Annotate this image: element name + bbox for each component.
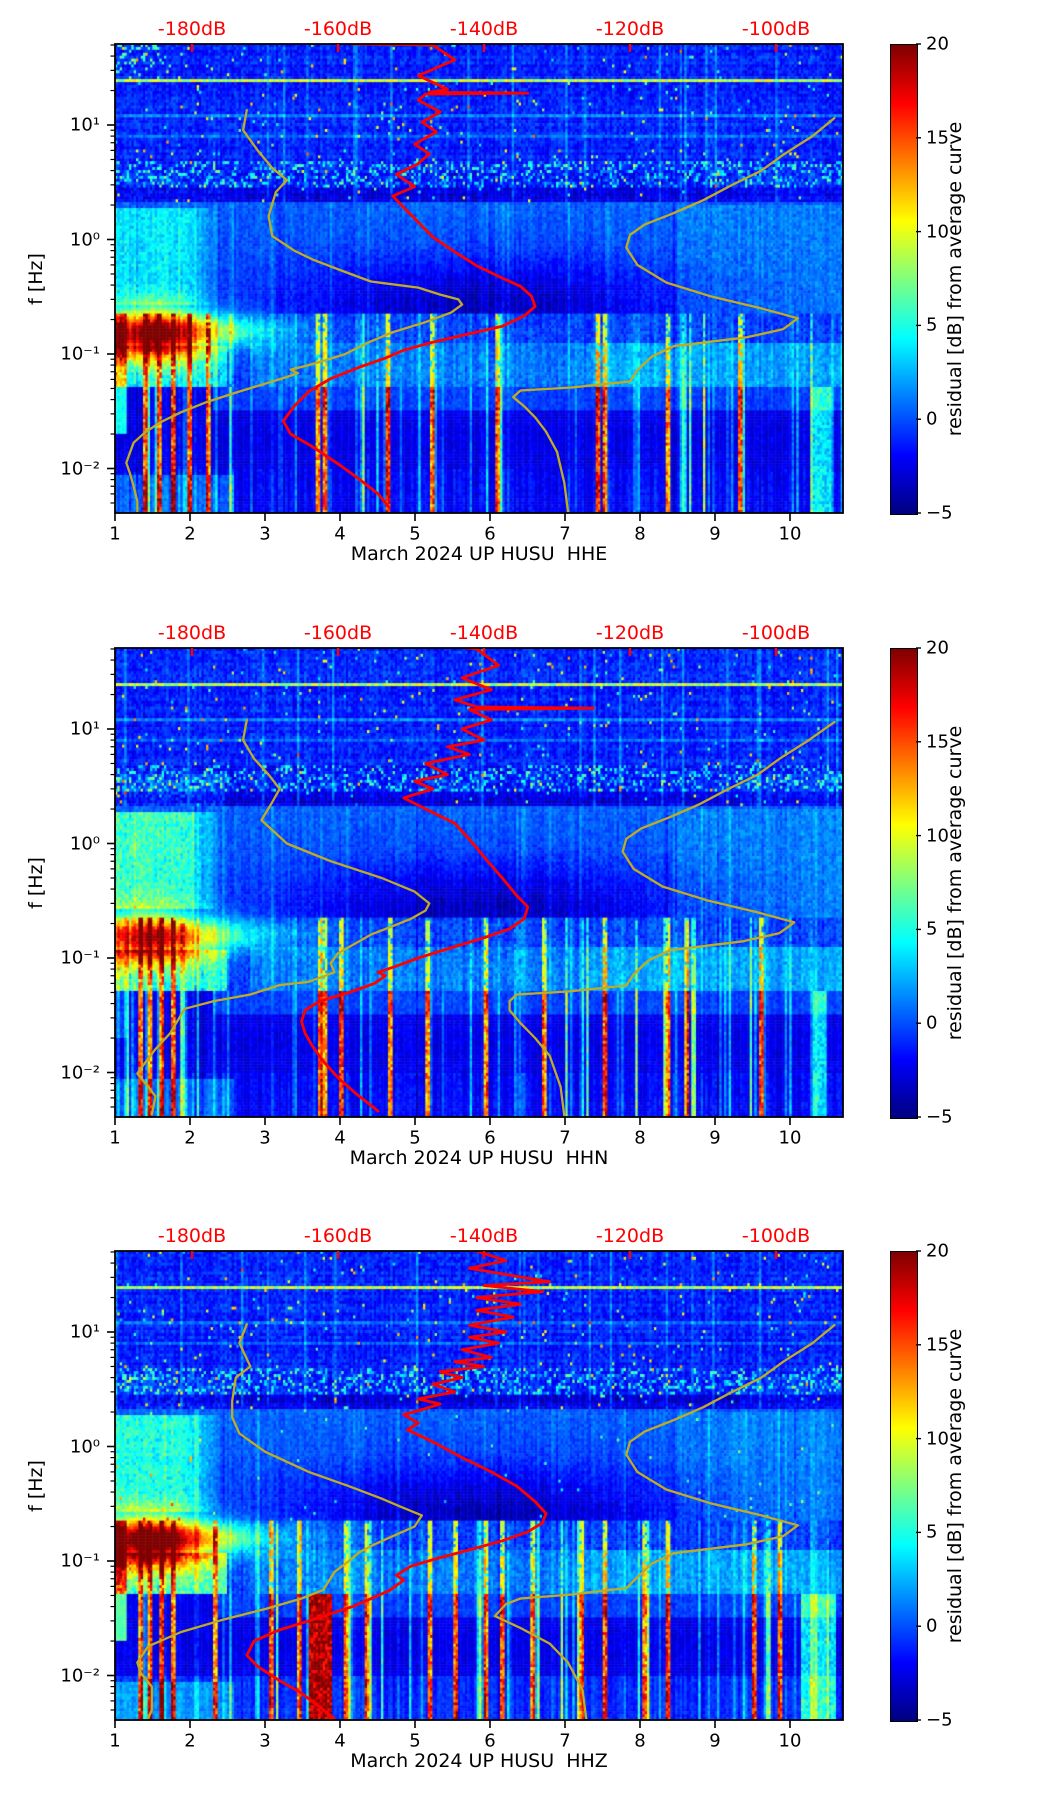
y-axis-label: f [Hz] [25, 1459, 47, 1512]
x-tick-label: 6 [484, 1127, 496, 1149]
colorbar-tick-label: −5 [926, 1709, 953, 1731]
x-tick-label: 1 [109, 523, 121, 545]
x-tick-label: 3 [259, 1127, 271, 1149]
colorbar-label: residual [dB] from average curve [944, 1328, 966, 1643]
x-tick-label: 2 [184, 523, 196, 545]
x-tick-label: 3 [259, 523, 271, 545]
y-tick-label: 10⁰ [69, 229, 100, 250]
x-tick-label: 5 [409, 523, 421, 545]
top-axis-db-label: -120dB [595, 1225, 665, 1247]
y-tick-label: 10¹ [69, 718, 100, 740]
top-axis-db-label: -120dB [595, 622, 665, 644]
x-tick-label: 4 [334, 1730, 346, 1752]
top-axis-db-label: -140dB [449, 18, 519, 40]
x-tick-label: 1 [109, 1127, 121, 1149]
colorbar-tick-label: 20 [926, 637, 949, 659]
x-tick-label: 9 [709, 1730, 721, 1752]
top-axis-db-label: -100dB [741, 1225, 811, 1247]
top-axis-db-label: -160dB [303, 622, 373, 644]
x-tick-label: 4 [334, 523, 346, 545]
x-tick-label: 10 [778, 523, 802, 545]
top-axis-db-label: -140dB [449, 1225, 519, 1247]
x-tick-label: 7 [559, 1730, 571, 1752]
colorbar-tick-label: 0 [926, 408, 938, 430]
y-tick-label: 10⁻¹ [60, 343, 100, 365]
y-tick-label: 10⁻² [60, 1062, 100, 1083]
colorbar [890, 44, 918, 515]
x-tick-label: 8 [634, 1127, 646, 1149]
x-axis-title: March 2024 UP HUSU HHN [349, 1147, 609, 1169]
top-axis-db-label: -180dB [157, 18, 227, 40]
colorbar-tick-label: 0 [926, 1615, 938, 1637]
y-tick-label: 10¹ [69, 114, 100, 136]
y-tick-label: 10¹ [69, 1321, 100, 1343]
colorbar-tick-label: 20 [926, 1240, 949, 1262]
x-tick-label: 8 [634, 523, 646, 545]
y-tick-label: 10⁻¹ [60, 1550, 100, 1572]
y-tick-label: 10⁻² [60, 458, 100, 479]
y-tick-label: 10⁰ [69, 1436, 100, 1457]
x-tick-label: 8 [634, 1730, 646, 1752]
colorbar-tick-label: 5 [926, 918, 938, 940]
top-axis-db-label: -140dB [449, 622, 519, 644]
colorbar-tick-label: 15 [926, 1334, 949, 1356]
y-tick-label: 10⁻² [60, 1665, 100, 1686]
spectrogram-heatmap-hhn [115, 648, 843, 1117]
top-axis-db-label: -100dB [741, 18, 811, 40]
top-axis-db-label: -180dB [157, 622, 227, 644]
top-axis-db-label: -180dB [157, 1225, 227, 1247]
x-tick-label: 9 [709, 1127, 721, 1149]
colorbar-tick-label: 15 [926, 731, 949, 753]
x-axis-title: March 2024 UP HUSU HHE [350, 543, 608, 565]
x-tick-label: 10 [778, 1730, 802, 1752]
colorbar-tick-label: −5 [926, 502, 953, 524]
spectrogram-heatmap-hhz [115, 1251, 843, 1720]
y-tick-label: 10⁰ [69, 833, 100, 854]
top-axis-db-label: -120dB [595, 18, 665, 40]
x-tick-label: 5 [409, 1730, 421, 1752]
colorbar-tick-label: 10 [926, 825, 949, 847]
x-tick-label: 7 [559, 1127, 571, 1149]
colorbar-tick-label: −5 [926, 1106, 953, 1128]
x-tick-label: 6 [484, 1730, 496, 1752]
colorbar-tick-label: 5 [926, 314, 938, 336]
x-tick-label: 6 [484, 523, 496, 545]
y-tick-label: 10⁻¹ [60, 947, 100, 969]
colorbar-tick-label: 10 [926, 221, 949, 243]
colorbar [890, 648, 918, 1119]
colorbar-tick-label: 5 [926, 1521, 938, 1543]
x-tick-label: 2 [184, 1127, 196, 1149]
y-axis-label: f [Hz] [25, 856, 47, 909]
x-axis-title: March 2024 UP HUSU HHZ [350, 1750, 608, 1772]
top-axis-db-label: -100dB [741, 622, 811, 644]
x-tick-label: 4 [334, 1127, 346, 1149]
colorbar-tick-label: 20 [926, 33, 949, 55]
colorbar [890, 1251, 918, 1722]
colorbar-tick-label: 15 [926, 127, 949, 149]
x-tick-label: 3 [259, 1730, 271, 1752]
top-axis-db-label: -160dB [303, 18, 373, 40]
top-axis-db-label: -160dB [303, 1225, 373, 1247]
colorbar-tick-label: 10 [926, 1428, 949, 1450]
x-tick-label: 5 [409, 1127, 421, 1149]
x-tick-label: 2 [184, 1730, 196, 1752]
x-tick-label: 1 [109, 1730, 121, 1752]
x-tick-label: 10 [778, 1127, 802, 1149]
colorbar-label: residual [dB] from average curve [944, 725, 966, 1040]
x-tick-label: 7 [559, 523, 571, 545]
colorbar-tick-label: 0 [926, 1012, 938, 1034]
x-tick-label: 9 [709, 523, 721, 545]
